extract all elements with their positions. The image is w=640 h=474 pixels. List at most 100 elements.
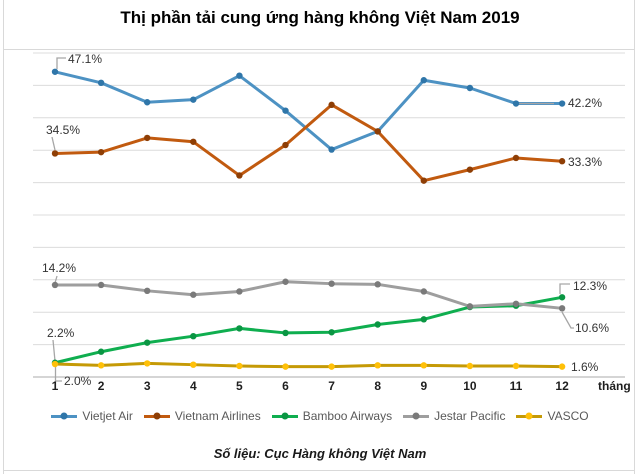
marker-vasco (420, 362, 427, 369)
data-label: 47.1% (68, 52, 102, 66)
x-tick-label: 12 (555, 379, 569, 393)
series-line-jestar-pacific (53, 280, 564, 310)
legend-label: VASCO (547, 409, 589, 423)
x-tick-label: 9 (420, 379, 427, 393)
legend-line-dot-icon (516, 412, 543, 420)
x-tick-label: 7 (328, 379, 335, 393)
marker-jestar-pacific (512, 300, 520, 307)
x-tick-label: 4 (190, 379, 197, 393)
marker-vasco (558, 363, 566, 370)
marker-vietjet-air (97, 79, 105, 87)
data-label: 33.3% (568, 155, 602, 169)
series-lines (53, 70, 564, 369)
marker-vietjet-air (466, 84, 474, 92)
chart-title: Thị phần tải cung ứng hàng không Việt Na… (120, 8, 520, 27)
marker-vietnam-airlines (236, 172, 243, 179)
marker-vasco (328, 363, 335, 370)
marker-vasco (512, 362, 520, 370)
x-tick-label: 5 (236, 379, 243, 393)
marker-jestar-pacific (374, 281, 381, 288)
data-label: 12.3% (573, 279, 607, 293)
marker-jestar-pacific (236, 288, 243, 295)
data-label: 1.6% (571, 360, 599, 374)
marker-bamboo-airways (282, 329, 289, 337)
marker-vietnam-airlines (558, 158, 566, 165)
x-tick-label: 2 (98, 379, 105, 393)
marker-vietnam-airlines (374, 128, 381, 135)
data-label: 34.5% (46, 123, 80, 137)
marker-bamboo-airways (144, 339, 151, 346)
marker-vietjet-air (282, 107, 289, 114)
legend-item-vietjet-air: Vietjet Air (51, 409, 133, 423)
marker-vietjet-air (328, 146, 335, 153)
data-labels: 47.1% 34.5% 14.2% 2.2% 2.0% 42.2% 33.3% 12.3% 10… (42, 52, 609, 388)
leader-line (56, 57, 66, 69)
source-note: Số liệu: Cục Hàng không Việt Nam (213, 446, 427, 461)
marker-jestar-pacific (328, 280, 335, 287)
leader-line (51, 136, 56, 151)
x-tick-label: 1 (52, 379, 59, 393)
legend-label: Bamboo Airways (302, 409, 393, 423)
legend-item-vasco: VASCO (516, 409, 589, 423)
marker-bamboo-airways (328, 329, 335, 336)
marker-vietnam-airlines (51, 150, 59, 157)
marker-vietnam-airlines (512, 154, 520, 162)
legend-line-dot-icon (51, 412, 78, 420)
marker-jestar-pacific (466, 303, 474, 310)
marker-jestar-pacific (51, 281, 59, 289)
marker-bamboo-airways (97, 348, 105, 355)
marker-vietnam-airlines (420, 177, 427, 184)
marker-bamboo-airways (374, 321, 381, 328)
legend-line-dot-icon (403, 412, 430, 420)
marker-jestar-pacific (97, 281, 105, 289)
marker-jestar-pacific (144, 287, 151, 295)
data-label: 42.2% (568, 96, 602, 110)
x-tick-label: 10 (463, 379, 477, 393)
marker-vietjet-air (190, 96, 197, 103)
marker-vietjet-air (512, 100, 520, 107)
legend-item-bamboo-airways: Bamboo Airways (271, 409, 393, 423)
data-label: 2.2% (47, 326, 75, 340)
marker-vietnam-airlines (328, 101, 335, 109)
marker-vietjet-air (51, 68, 59, 75)
leader-line (52, 339, 56, 362)
gridlines (33, 52, 625, 378)
marker-vasco (236, 362, 243, 370)
legend-item-vietnam-airlines: Vietnam Airlines (143, 409, 261, 423)
marker-bamboo-airways (558, 294, 566, 301)
marker-vasco (282, 363, 289, 370)
legend-label: Jestar Pacific (434, 409, 506, 423)
x-tick-label: 6 (282, 379, 289, 393)
x-axis-title: tháng (598, 379, 631, 393)
data-label: 14.2% (42, 261, 76, 275)
marker-vietjet-air (558, 100, 566, 107)
marker-vietjet-air (420, 77, 427, 84)
marker-jestar-pacific (190, 291, 197, 298)
x-tick-label: 3 (144, 379, 151, 393)
legend-line-dot-icon (143, 412, 170, 420)
leader-line (54, 366, 62, 382)
marker-vasco (466, 362, 474, 370)
marker-vietnam-airlines (144, 134, 151, 142)
x-tick-label: 8 (374, 379, 381, 393)
marker-bamboo-airways (190, 332, 197, 340)
marker-vietnam-airlines (190, 138, 197, 145)
marker-vietnam-airlines (466, 166, 474, 173)
series-line-bamboo-airways (53, 295, 564, 365)
series-markers (51, 68, 566, 370)
series-line-vasco (53, 361, 564, 369)
marker-vasco (374, 362, 381, 369)
bottom-separator (3, 470, 635, 471)
marker-jestar-pacific (420, 288, 427, 295)
marker-jestar-pacific (282, 278, 289, 285)
marker-jestar-pacific (558, 305, 566, 312)
data-label: 2.0% (64, 374, 92, 388)
leader-line (561, 311, 574, 329)
marker-vasco (190, 361, 197, 368)
series-line-vietjet-air (53, 70, 564, 152)
marker-vietjet-air (236, 72, 243, 79)
marker-vasco (51, 360, 59, 368)
legend-label: Vietnam Airlines (174, 409, 261, 423)
marker-vasco (97, 362, 105, 369)
